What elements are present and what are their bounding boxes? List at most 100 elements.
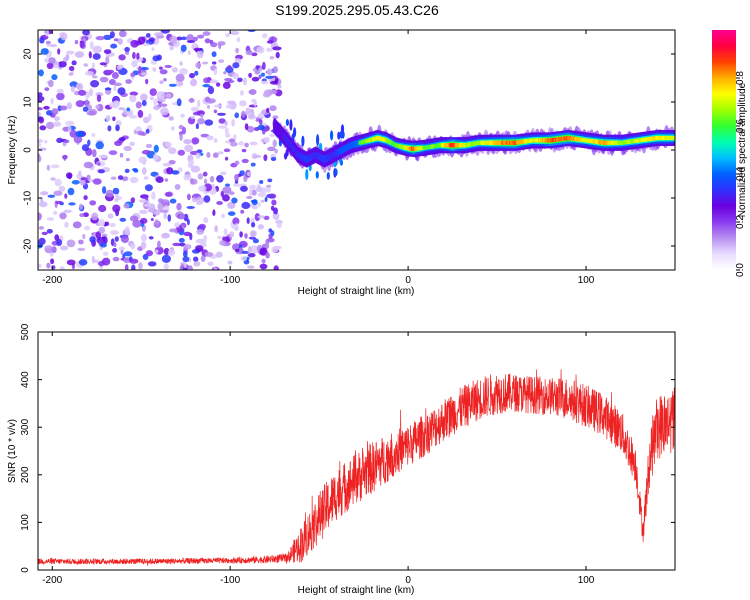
noise-blob [71, 60, 77, 66]
noise-blob [267, 178, 273, 183]
noise-blob [154, 32, 164, 37]
noise-blob [144, 184, 153, 192]
noise-blob [124, 264, 129, 270]
noise-blob [135, 101, 142, 109]
noise-blob [89, 236, 96, 243]
noise-blob [95, 36, 105, 41]
x-tick-label: 100 [578, 275, 595, 286]
noise-blob [91, 62, 95, 70]
noise-blob [240, 209, 245, 214]
x-tick-label: -100 [220, 575, 240, 586]
y-tick-label: 200 [20, 466, 31, 483]
noise-blob [104, 87, 112, 91]
snr-background [38, 332, 675, 570]
noise-blob [110, 176, 117, 180]
noise-blob [229, 141, 238, 147]
noise-blob [120, 248, 124, 255]
noise-blob [193, 261, 201, 267]
noise-blob [105, 189, 114, 198]
noise-blob [103, 49, 112, 54]
noise-blob [272, 212, 280, 220]
noise-blob [203, 217, 209, 224]
noise-blob [114, 140, 123, 146]
ridge-blob [301, 135, 305, 147]
ridge-blob [334, 168, 338, 177]
noise-blob [161, 232, 171, 239]
noise-blob [186, 206, 195, 209]
noise-blob [114, 236, 119, 242]
noise-blob [222, 186, 232, 194]
noise-blob [124, 168, 130, 173]
noise-blob [206, 135, 214, 141]
noise-blob [39, 37, 45, 44]
noise-blob [167, 249, 176, 256]
noise-blob [140, 241, 147, 250]
noise-blob [252, 154, 262, 158]
x-tick-label: -200 [42, 575, 62, 586]
y-tick-label: 0 [20, 567, 31, 573]
noise-blob [237, 77, 243, 83]
noise-blob [190, 115, 195, 120]
noise-blob [266, 40, 274, 44]
noise-blob [38, 95, 45, 102]
noise-blob [213, 267, 218, 270]
noise-blob [260, 80, 269, 85]
noise-blob [142, 43, 150, 47]
noise-blob [141, 72, 148, 76]
noise-blob [110, 43, 118, 49]
noise-blob [158, 198, 164, 204]
noise-blob [258, 74, 262, 79]
noise-blob [271, 199, 277, 206]
noise-blob [165, 142, 172, 148]
noise-blob [130, 243, 136, 250]
noise-blob [188, 265, 193, 270]
noise-blob [193, 256, 199, 262]
noise-blob [271, 246, 279, 253]
noise-blob [65, 50, 75, 55]
noise-blob [63, 139, 70, 144]
colorbar-tick-label: 0.8 [735, 71, 746, 85]
noise-blob [251, 205, 258, 210]
noise-blob [45, 30, 50, 37]
noise-blob [169, 35, 178, 44]
noise-blob [218, 125, 227, 129]
noise-blob [66, 259, 76, 266]
noise-blob [56, 88, 65, 94]
noise-blob [98, 219, 105, 227]
noise-blob [246, 125, 255, 133]
noise-blob [180, 36, 187, 41]
noise-blob [200, 255, 206, 262]
noise-blob [232, 243, 241, 251]
noise-blob [251, 98, 256, 103]
noise-blob [178, 214, 185, 220]
noise-blob [145, 78, 149, 85]
noise-blob [265, 252, 270, 259]
y-tick-label: 20 [23, 48, 34, 60]
noise-blob [250, 230, 256, 238]
noise-blob [265, 75, 274, 79]
noise-blob [196, 228, 205, 235]
noise-blob [229, 231, 235, 238]
y-tick-label: 0 [23, 147, 34, 153]
noise-blob [216, 175, 224, 183]
noise-blob [202, 84, 211, 88]
noise-blob [251, 189, 257, 196]
noise-blob [247, 246, 252, 253]
noise-blob [238, 141, 245, 146]
noise-blob [109, 223, 116, 228]
noise-blob [178, 237, 185, 243]
snr-panel: -200 -100 0 100 0 100 200 300 400 500 Height of … [7, 323, 676, 596]
noise-blob [209, 175, 215, 183]
y-tick-label: -10 [23, 190, 34, 205]
noise-blob [248, 236, 256, 240]
noise-blob [251, 222, 256, 228]
noise-blob [273, 207, 278, 215]
noise-blob [250, 162, 256, 167]
noise-blob [53, 210, 58, 215]
noise-blob [164, 192, 173, 197]
noise-blob [194, 70, 199, 76]
noise-blob [217, 112, 226, 116]
noise-blob [118, 67, 128, 76]
noise-blob [177, 149, 185, 156]
noise-blob [168, 83, 177, 87]
